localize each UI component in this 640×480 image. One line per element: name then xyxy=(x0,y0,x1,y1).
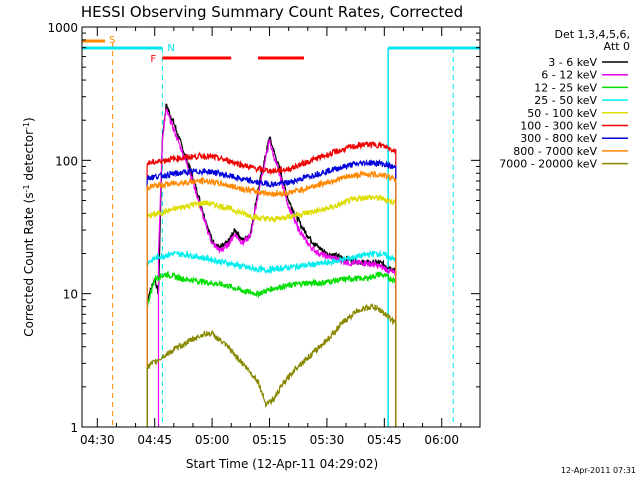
series-line-1 xyxy=(157,108,397,427)
legend-label-8: 7000 - 20000 keV xyxy=(499,158,597,171)
y-tick-label-2: 100 xyxy=(55,154,78,168)
y-axis-label-mid: detector xyxy=(22,130,36,185)
legend-label-6: 300 - 800 keV xyxy=(520,132,597,145)
y-tick-label-3: 1000 xyxy=(47,21,78,35)
flare-label: F xyxy=(150,54,156,65)
legend-label-4: 50 - 100 keV xyxy=(527,107,597,120)
x-tick-label-6: 06:00 xyxy=(424,433,459,447)
x-tick-label-4: 05:30 xyxy=(310,433,345,447)
x-tick-label-2: 05:00 xyxy=(195,433,230,447)
series-line-4 xyxy=(146,193,397,427)
legend-header-line1: Det 1,3,4,5,6, xyxy=(554,28,630,41)
series-line-3 xyxy=(146,249,397,427)
x-axis-label: Start Time (12-Apr-11 04:29:02) xyxy=(186,457,378,471)
tick-layer: 04:30 04:45 05:00 05:15 05:30 05:45 06:00 1 10 10… xyxy=(47,21,480,447)
x-tick-label-5: 05:45 xyxy=(367,433,402,447)
y-axis-label: Corrected Count Rate (s-1 detector-1) xyxy=(22,117,37,336)
series-line-7 xyxy=(146,169,397,427)
series-line-8 xyxy=(146,302,397,427)
x-tick-label-1: 04:45 xyxy=(137,433,172,447)
y-axis-label-sup1: -1 xyxy=(22,184,31,192)
legend-label-1: 6 - 12 keV xyxy=(541,69,597,82)
x-tick-label-3: 05:15 xyxy=(252,433,287,447)
legend-label-2: 12 - 25 keV xyxy=(534,81,597,94)
attenuator-layer: S NF xyxy=(82,35,480,427)
legend-label-0: 3 - 6 keV xyxy=(548,56,597,69)
series-line-6 xyxy=(146,158,397,427)
y-tick-label-1: 10 xyxy=(63,288,78,302)
y-axis-label-sup2: -1 xyxy=(22,122,31,130)
saa-label: S xyxy=(109,35,115,46)
y-axis-label-main: Corrected Count Rate (s xyxy=(22,192,36,336)
legend-label-3: 25 - 50 keV xyxy=(534,94,597,107)
plot-frame xyxy=(81,26,481,428)
night-label: N xyxy=(167,43,174,54)
series-line-2 xyxy=(146,270,397,427)
x-tick-label-0: 04:30 xyxy=(80,433,115,447)
chart-title: HESSI Observing Summary Count Rates, Cor… xyxy=(81,3,463,21)
generation-timestamp: 12-Apr-2011 07:31 xyxy=(561,466,636,475)
legend-label-7: 800 - 7000 keV xyxy=(513,145,597,158)
legend-label-5: 100 - 300 keV xyxy=(520,120,597,133)
legend-header-line2: Att 0 xyxy=(604,40,630,53)
series-line-5 xyxy=(146,140,397,427)
series-line-0 xyxy=(146,103,397,427)
series-layer xyxy=(146,103,397,427)
y-axis-label-end: ) xyxy=(22,117,36,122)
y-tick-label-0: 1 xyxy=(70,421,78,435)
